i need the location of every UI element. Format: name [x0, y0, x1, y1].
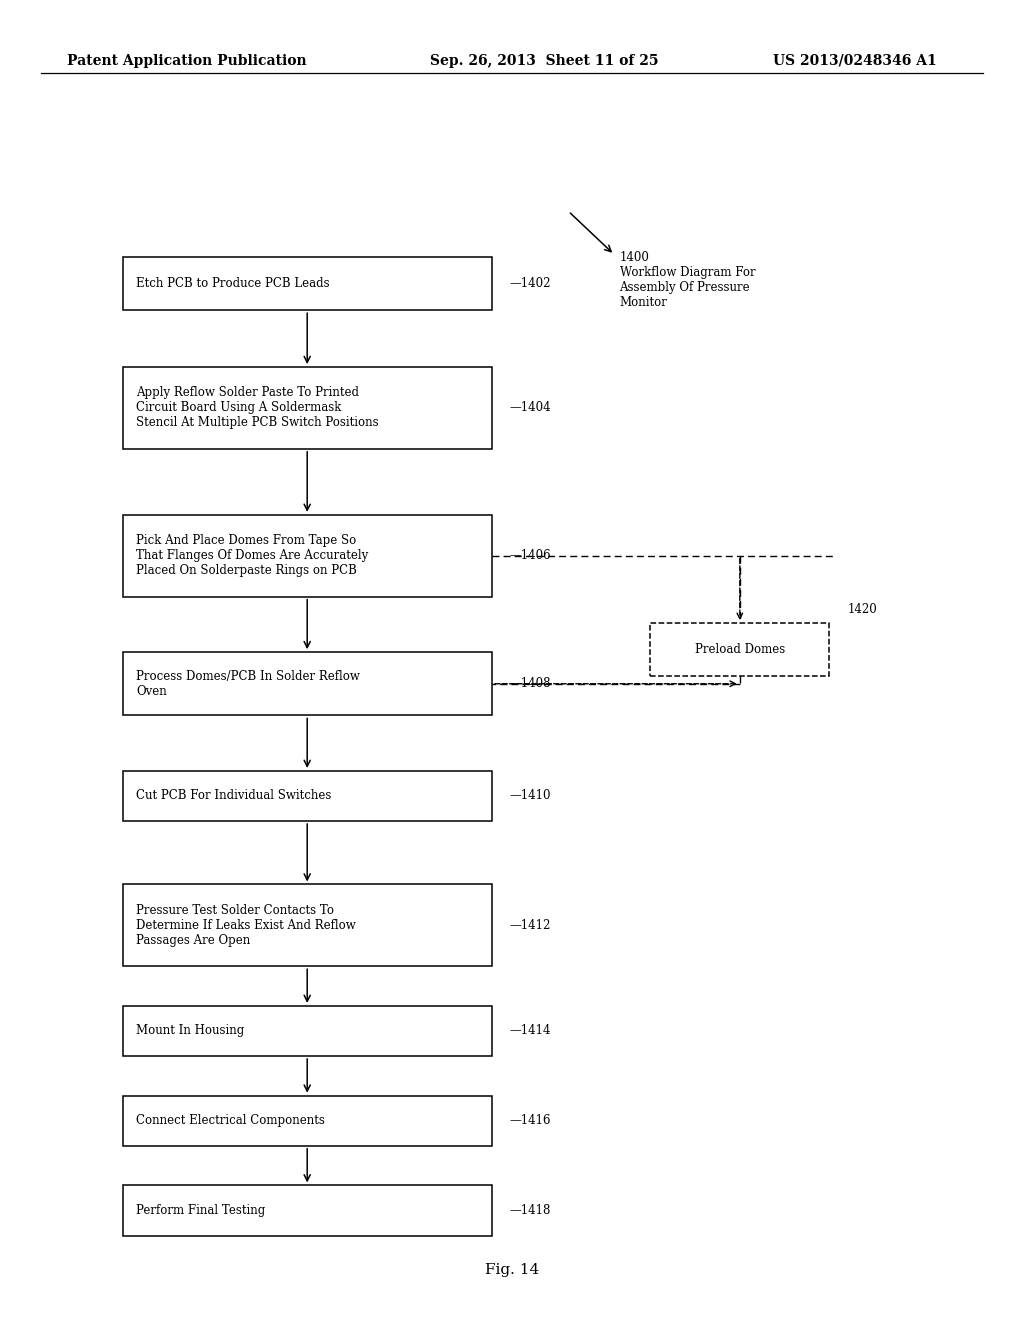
- Text: 1400
Workflow Diagram For
Assembly Of Pressure
Monitor: 1400 Workflow Diagram For Assembly Of Pr…: [620, 251, 755, 309]
- Text: Perform Final Testing: Perform Final Testing: [136, 1204, 265, 1217]
- Text: —1402: —1402: [510, 277, 552, 290]
- Text: —1418: —1418: [510, 1204, 551, 1217]
- Text: —1408: —1408: [510, 677, 552, 690]
- Bar: [123, 771, 492, 821]
- Bar: [123, 515, 492, 597]
- Text: Connect Electrical Components: Connect Electrical Components: [136, 1114, 325, 1127]
- Bar: [123, 1096, 492, 1146]
- Text: —1404: —1404: [510, 401, 552, 414]
- Text: —1412: —1412: [510, 919, 551, 932]
- Text: Mount In Housing: Mount In Housing: [136, 1024, 245, 1038]
- Text: US 2013/0248346 A1: US 2013/0248346 A1: [773, 54, 937, 67]
- Bar: [123, 652, 492, 715]
- Bar: [123, 367, 492, 449]
- Text: Fig. 14: Fig. 14: [485, 1263, 539, 1276]
- Bar: [123, 1185, 492, 1236]
- Text: —1406: —1406: [510, 549, 552, 562]
- Bar: [123, 1006, 492, 1056]
- Text: Process Domes/PCB In Solder Reflow
Oven: Process Domes/PCB In Solder Reflow Oven: [136, 669, 360, 698]
- Text: Pressure Test Solder Contacts To
Determine If Leaks Exist And Reflow
Passages Ar: Pressure Test Solder Contacts To Determi…: [136, 904, 356, 946]
- Text: 1420: 1420: [848, 603, 878, 616]
- Text: Etch PCB to Produce PCB Leads: Etch PCB to Produce PCB Leads: [136, 277, 330, 290]
- Text: Sep. 26, 2013  Sheet 11 of 25: Sep. 26, 2013 Sheet 11 of 25: [430, 54, 658, 67]
- Bar: [123, 884, 492, 966]
- Text: —1410: —1410: [510, 789, 552, 803]
- Text: Apply Reflow Solder Paste To Printed
Circuit Board Using A Soldermask
Stencil At: Apply Reflow Solder Paste To Printed Cir…: [136, 387, 379, 429]
- Bar: [650, 623, 829, 676]
- Text: Pick And Place Domes From Tape So
That Flanges Of Domes Are Accurately
Placed On: Pick And Place Domes From Tape So That F…: [136, 535, 369, 577]
- Text: Cut PCB For Individual Switches: Cut PCB For Individual Switches: [136, 789, 332, 803]
- Text: —1414: —1414: [510, 1024, 552, 1038]
- Text: Preload Domes: Preload Domes: [694, 643, 785, 656]
- Bar: [123, 257, 492, 310]
- Text: —1416: —1416: [510, 1114, 552, 1127]
- Text: Patent Application Publication: Patent Application Publication: [67, 54, 306, 67]
